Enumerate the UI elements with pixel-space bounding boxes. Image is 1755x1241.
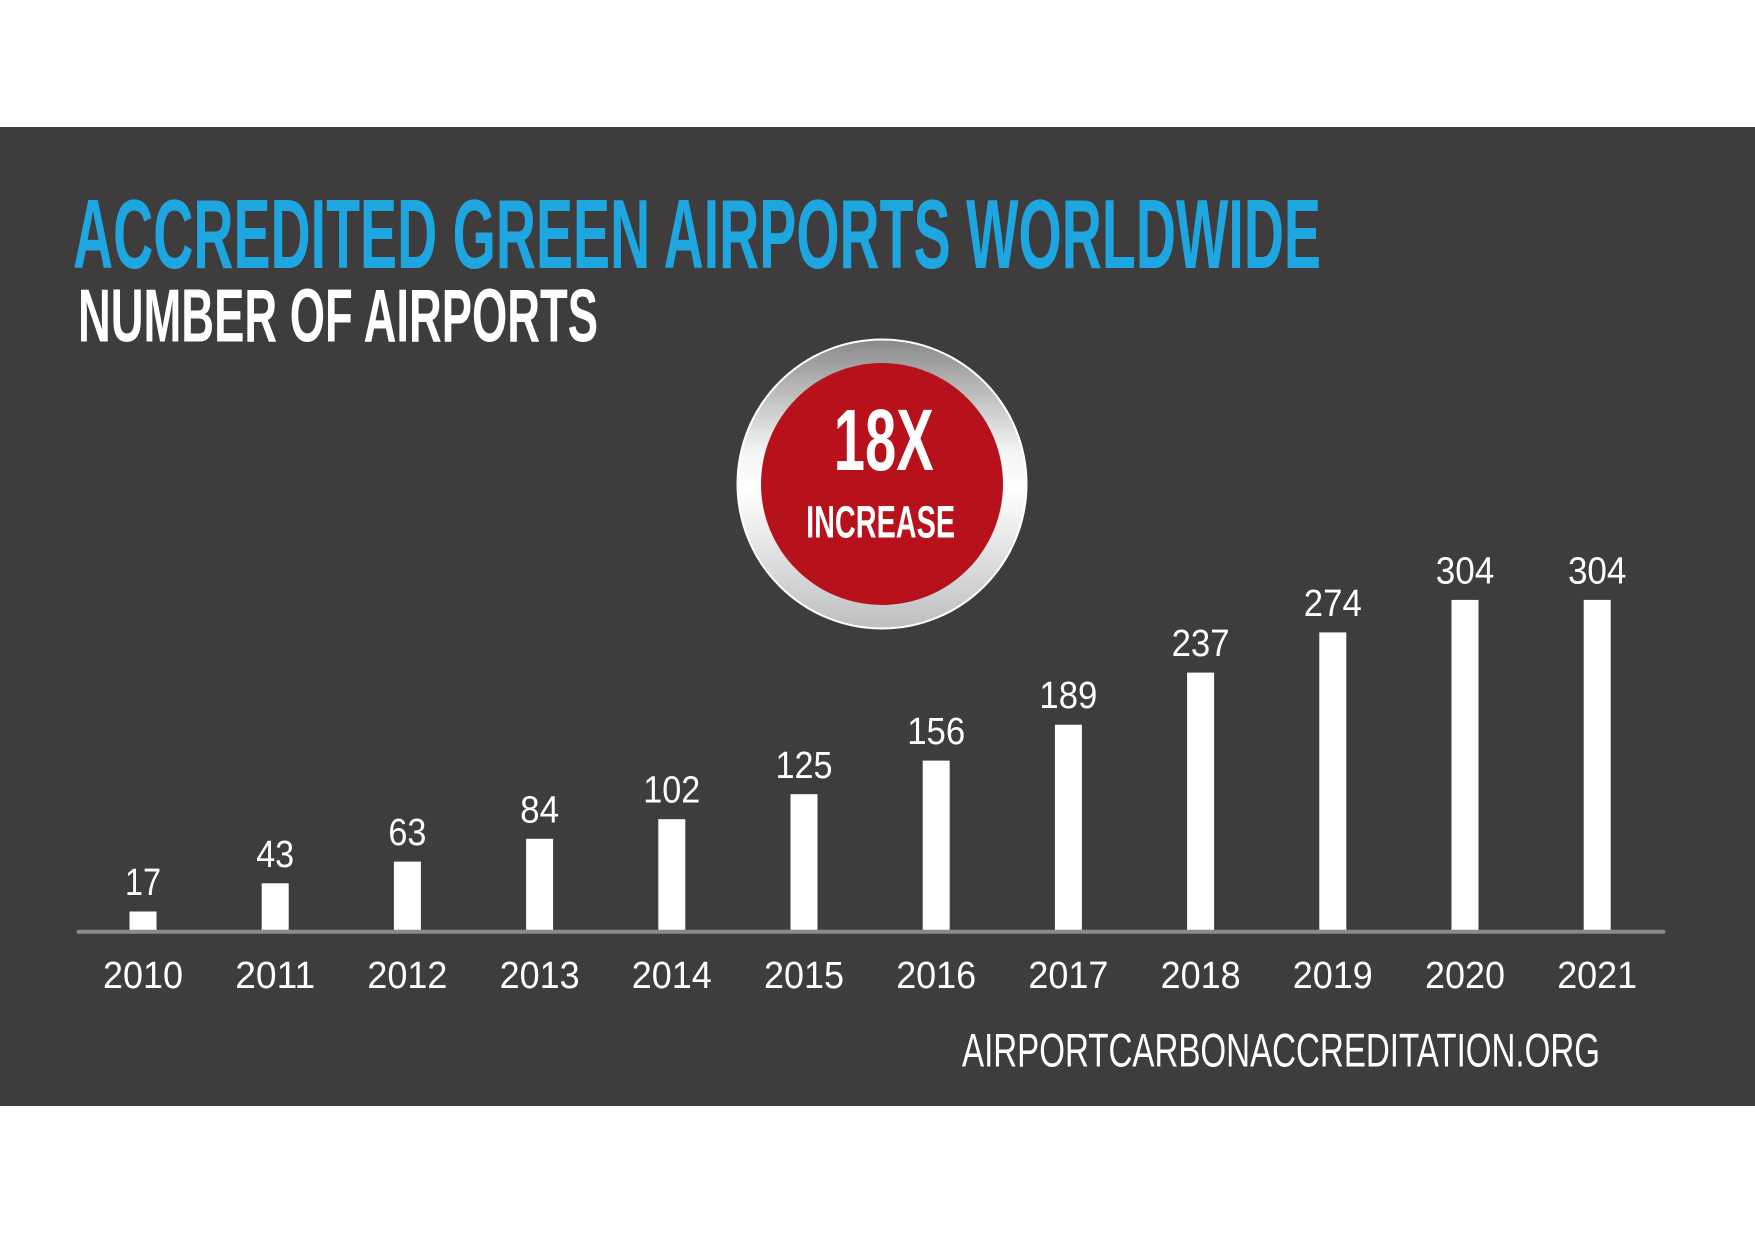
svg-text:274: 274 [1304, 583, 1362, 625]
svg-text:125: 125 [776, 745, 833, 787]
svg-text:63: 63 [388, 812, 426, 854]
svg-text:2010: 2010 [103, 955, 183, 997]
svg-text:ACCREDITED GREEN AIRPORTS WORL: ACCREDITED GREEN AIRPORTS WORLDWIDE [73, 179, 1321, 289]
svg-text:2020: 2020 [1425, 955, 1505, 997]
svg-text:AIRPORTCARBONACCREDITATION.ORG: AIRPORTCARBONACCREDITATION.ORG [962, 1024, 1600, 1077]
svg-text:2012: 2012 [367, 955, 447, 997]
svg-text:102: 102 [643, 770, 700, 812]
svg-text:304: 304 [1568, 550, 1627, 592]
svg-text:43: 43 [256, 834, 294, 876]
svg-text:2016: 2016 [896, 955, 976, 997]
svg-text:2019: 2019 [1293, 955, 1373, 997]
svg-text:2013: 2013 [500, 955, 580, 997]
svg-text:237: 237 [1172, 623, 1230, 665]
svg-text:INCREASE: INCREASE [806, 497, 955, 548]
svg-text:2017: 2017 [1028, 955, 1108, 997]
svg-text:NUMBER OF AIRPORTS: NUMBER OF AIRPORTS [78, 274, 598, 358]
svg-text:189: 189 [1039, 675, 1097, 717]
svg-text:2011: 2011 [235, 955, 315, 997]
svg-text:2021: 2021 [1557, 955, 1637, 997]
svg-text:304: 304 [1436, 550, 1495, 592]
svg-text:17: 17 [125, 862, 161, 904]
svg-text:84: 84 [520, 789, 559, 831]
svg-text:2014: 2014 [632, 955, 712, 997]
svg-text:2018: 2018 [1161, 955, 1241, 997]
svg-text:18X: 18X [834, 392, 934, 489]
svg-text:156: 156 [907, 711, 965, 753]
svg-text:2015: 2015 [764, 955, 844, 997]
